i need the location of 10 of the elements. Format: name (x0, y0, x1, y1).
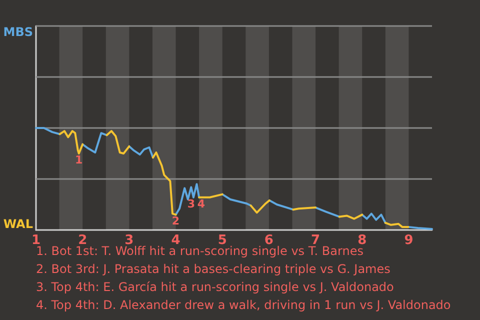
annotation: 2 (172, 214, 180, 228)
x-tick-label: 9 (404, 233, 414, 248)
text: MBS (3, 25, 33, 39)
annotation: 4 (197, 197, 206, 210)
text: 2. Bot 3rd: J. Prasata hit a bases-clearing triple vs G. James (36, 262, 390, 276)
annotation: 3 (187, 197, 196, 210)
text: WAL (3, 217, 34, 231)
text: 4. Top 4th: D. Alexander drew a walk, driving in 1 run vs J. Valdonado (36, 298, 451, 312)
annotation: 1 (75, 154, 83, 166)
text: 3. Top 4th: E. García hit a run-scoring single vs J. Valdonado (36, 280, 394, 294)
